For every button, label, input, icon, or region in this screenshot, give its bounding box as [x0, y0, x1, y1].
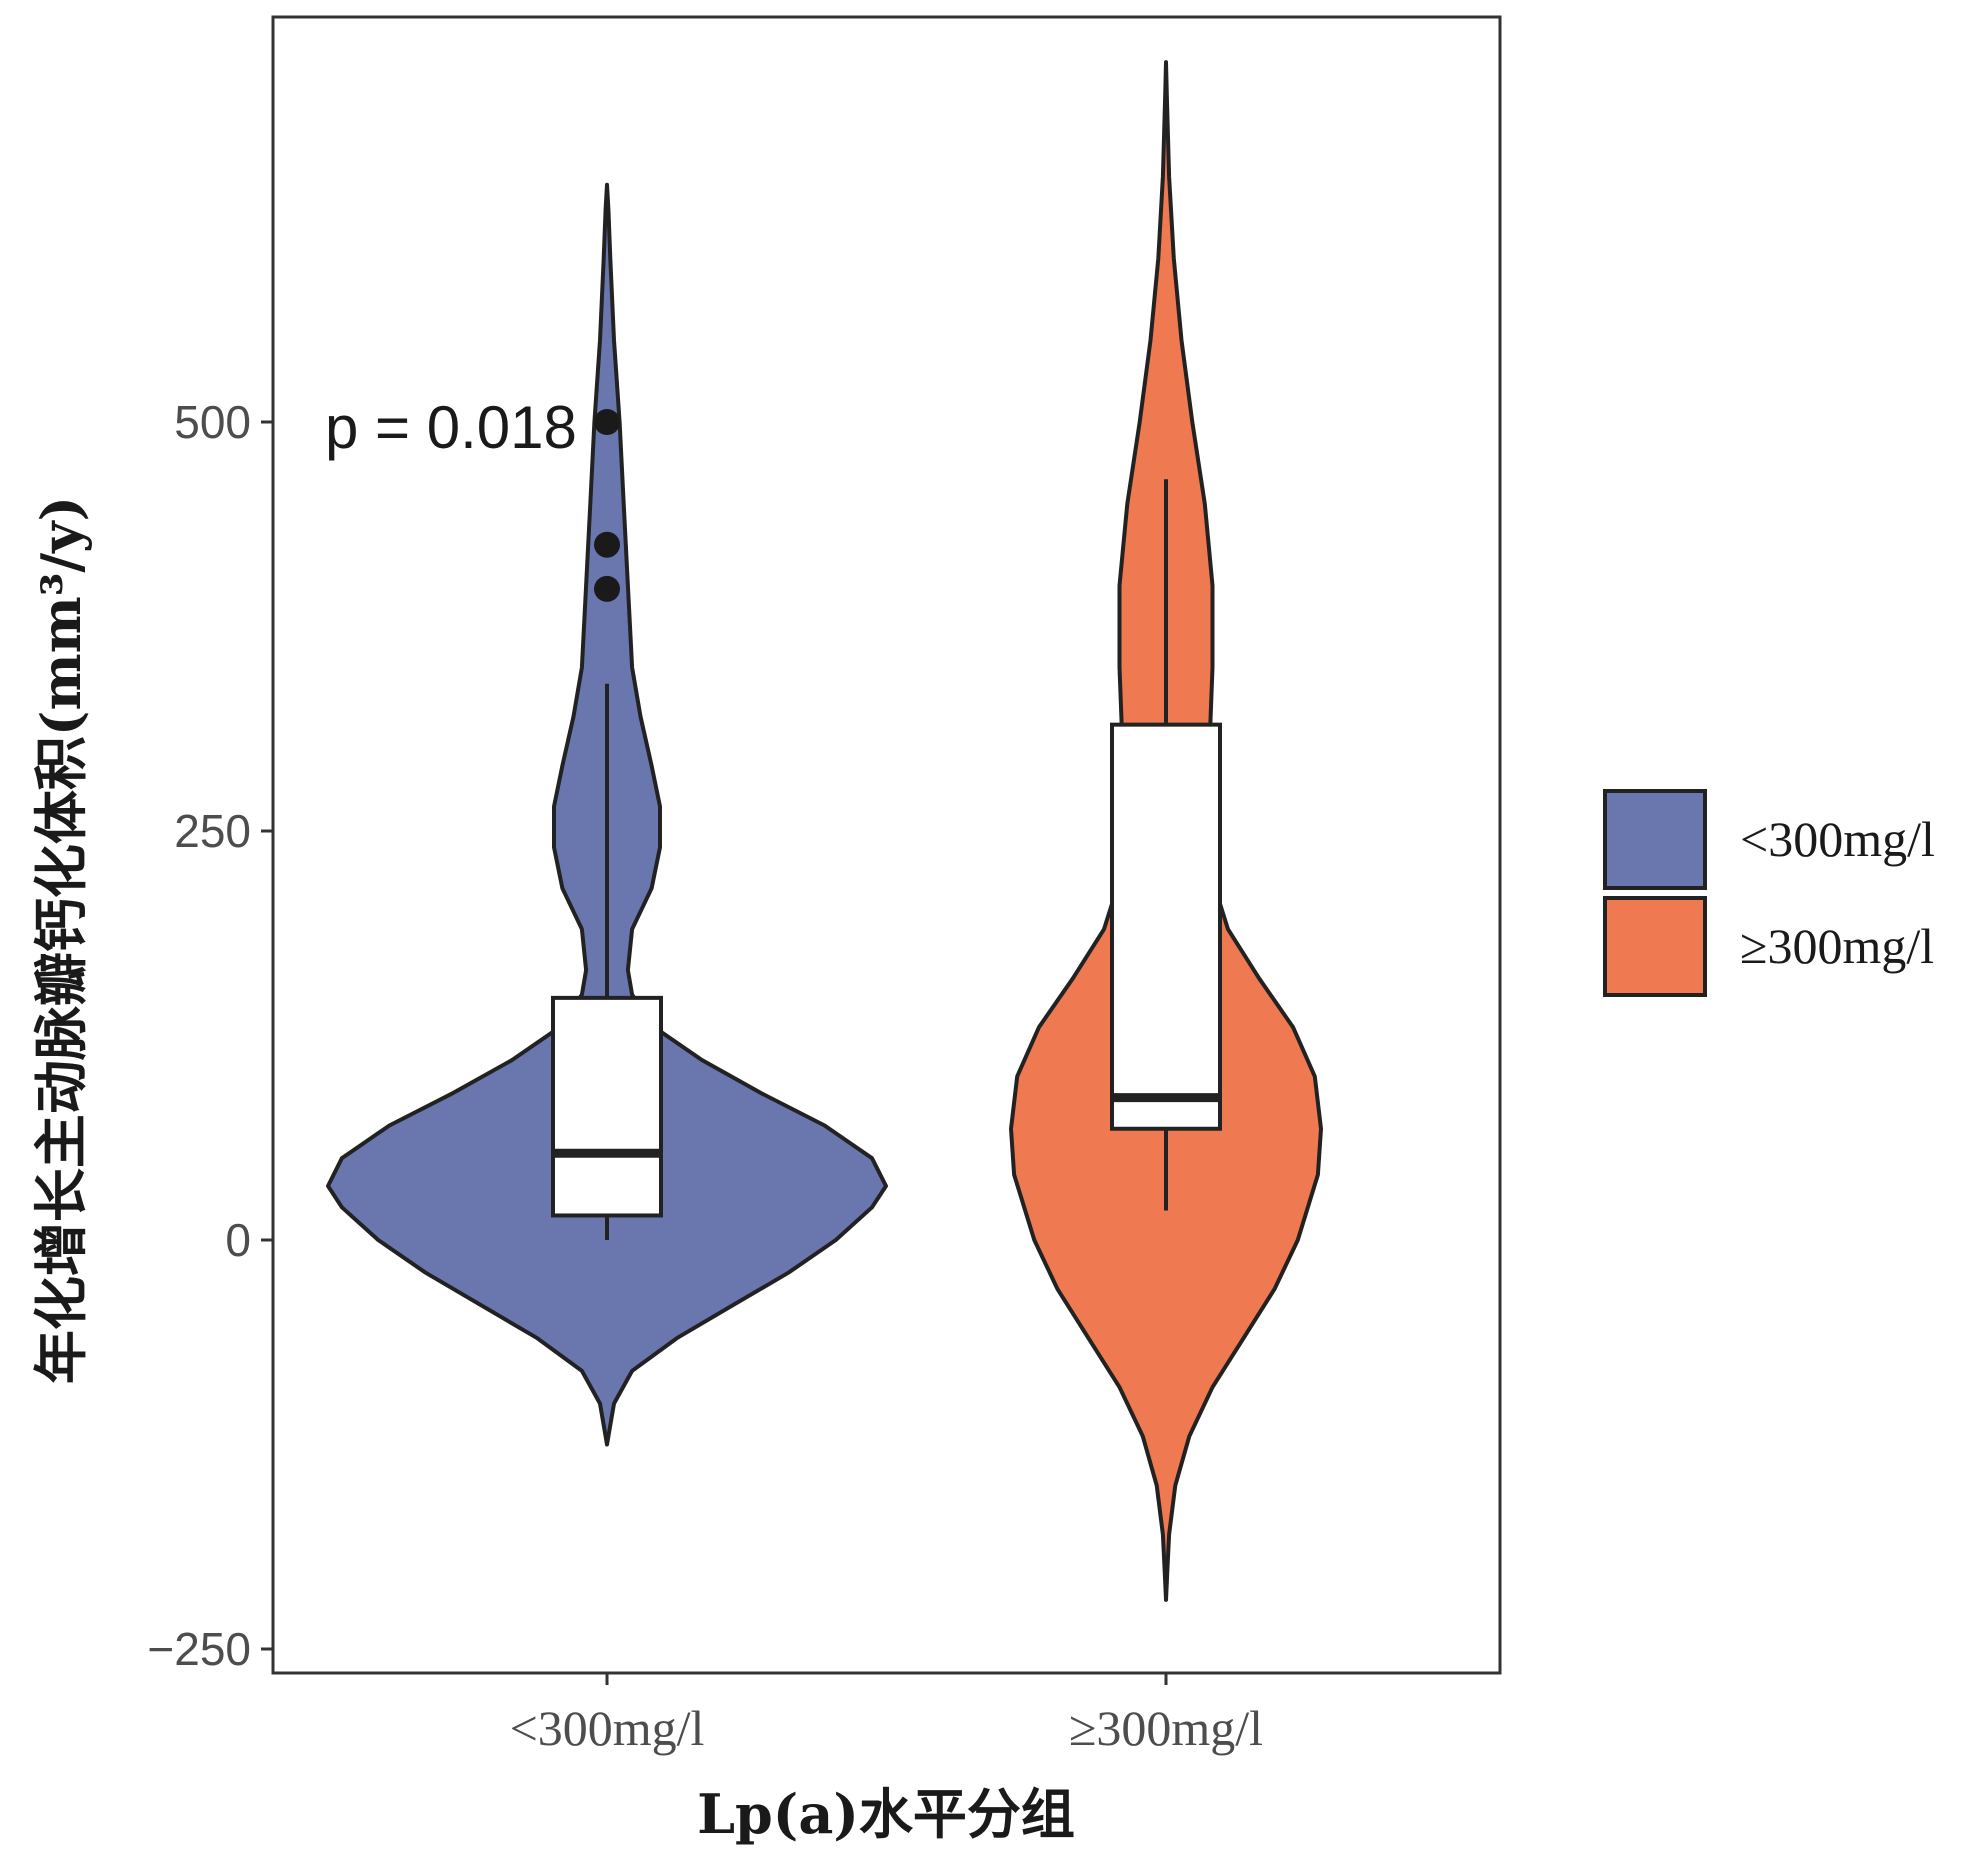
y-tick-label-2: 0 — [225, 1214, 251, 1266]
legend-key-1 — [1603, 789, 1707, 890]
x-axis: <300mg/l ≥300mg/l — [510, 1673, 1263, 1756]
p-value-annotation: p = 0.018 — [325, 394, 577, 461]
legend-label-2: ≥300mg/l — [1740, 918, 1934, 974]
outlier-point-1-2 — [594, 531, 620, 558]
box-1 — [551, 995, 663, 1218]
y-tick-label-3: 250 — [174, 805, 251, 857]
y-axis-title: 年化增长主动脉瓣钙化体积(mm³/y) — [29, 496, 93, 1384]
y-tick-label-1: −250 — [147, 1623, 251, 1675]
x-axis-title: Lp(a)水平分组 — [697, 1782, 1075, 1846]
y-tick-label-4: 500 — [174, 396, 251, 448]
plot-panel-border — [271, 15, 1502, 1675]
legend: <300mg/l ≥300mg/l — [1603, 789, 1935, 997]
plot-layer — [326, 60, 1323, 1602]
y-axis: −250 0 250 500 — [147, 396, 273, 1675]
legend-label-1: <300mg/l — [1740, 811, 1935, 867]
legend-key-2 — [1603, 896, 1707, 997]
x-tick-label-2: ≥300mg/l — [1069, 1700, 1263, 1756]
x-tick-label-1: <300mg/l — [510, 1700, 705, 1756]
outlier-point-1-1 — [594, 409, 620, 435]
box-2 — [1110, 722, 1222, 1131]
outlier-point-1-3 — [594, 575, 620, 602]
